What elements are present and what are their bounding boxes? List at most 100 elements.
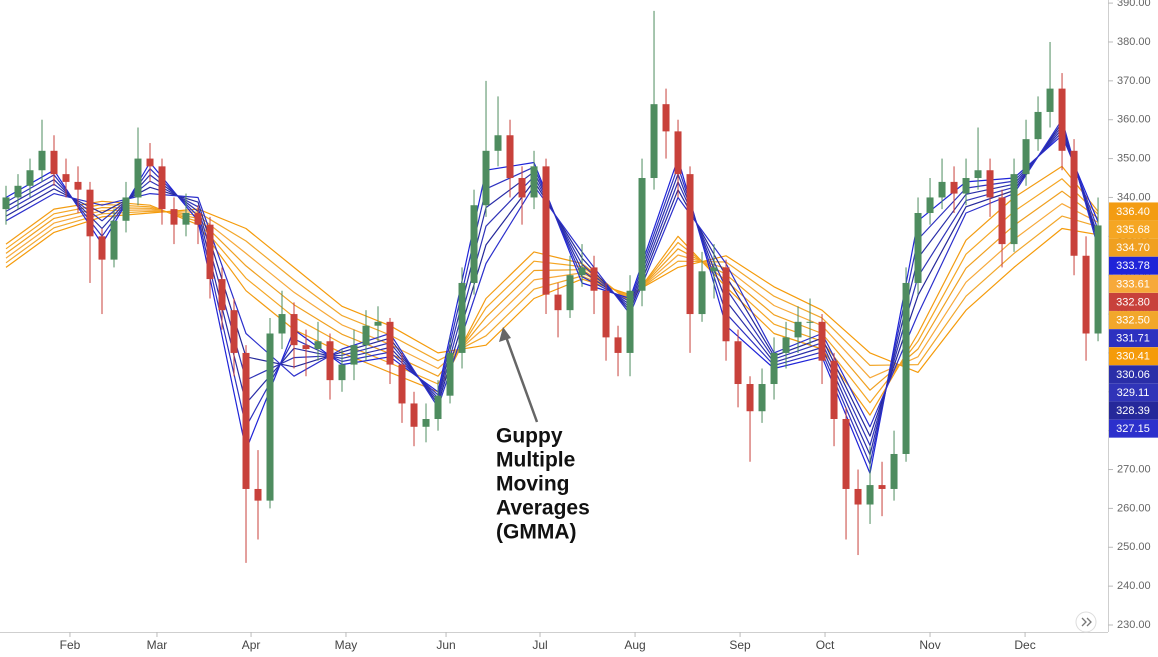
x-tick-label: Apr — [242, 638, 261, 652]
price-label: 335.68 — [1116, 224, 1150, 236]
candle-body — [350, 345, 358, 365]
candle-body — [974, 170, 982, 179]
candle-body — [338, 364, 346, 381]
candle-body — [86, 189, 94, 237]
candle-body — [362, 325, 370, 346]
price-label-box — [1109, 347, 1158, 366]
price-label-box — [1109, 238, 1158, 257]
candle-body — [698, 271, 706, 315]
candle-body — [482, 150, 490, 206]
candle-body — [2, 197, 10, 210]
y-tick-label: 340.00 — [1117, 191, 1151, 203]
candle-body — [506, 135, 514, 179]
candle-body — [662, 104, 670, 132]
y-tick-label: 250.00 — [1117, 541, 1151, 553]
candle-body — [878, 485, 886, 489]
x-tick-label: May — [335, 638, 358, 652]
candle-body — [1082, 255, 1090, 334]
x-tick-label: Oct — [816, 638, 835, 652]
candle-body — [950, 181, 958, 194]
candle-body — [962, 178, 970, 194]
candle-body — [1022, 139, 1030, 175]
y-tick-label: 270.00 — [1117, 463, 1151, 475]
y-tick-label: 240.00 — [1117, 580, 1151, 592]
price-label: 329.11 — [1117, 387, 1150, 399]
price-label: 331.71 — [1116, 333, 1150, 345]
y-tick-label: 390.00 — [1117, 0, 1151, 9]
price-label: 332.50 — [1116, 314, 1150, 326]
candle-body — [314, 341, 322, 350]
candle-body — [254, 488, 262, 501]
candle-body — [446, 352, 454, 396]
candle-body — [794, 321, 802, 338]
candle-body — [398, 364, 406, 404]
scroll-icon[interactable] — [1081, 617, 1092, 627]
candle-body — [1010, 174, 1018, 245]
candle-body — [770, 352, 778, 385]
candle-body — [98, 236, 106, 260]
annotation-arrowhead — [499, 327, 511, 342]
candle-body — [110, 220, 118, 260]
candle-body — [26, 170, 34, 186]
price-label: 333.78 — [1116, 260, 1150, 272]
scroll-button[interactable] — [1075, 611, 1097, 633]
candle-body — [1034, 111, 1042, 140]
candle-body — [530, 166, 538, 198]
price-label-box — [1109, 401, 1158, 420]
candle-body — [470, 205, 478, 283]
candle-body — [818, 321, 826, 361]
candle-body — [50, 150, 58, 175]
price-label: 328.39 — [1116, 405, 1150, 417]
candle-body — [902, 282, 910, 454]
candle-body — [842, 419, 850, 489]
candle-body — [578, 267, 586, 276]
x-tick-label: Sep — [729, 638, 751, 652]
candle-body — [278, 314, 286, 334]
candle-body — [650, 104, 658, 179]
candle-body — [194, 212, 202, 225]
candle-body — [410, 403, 418, 427]
price-label-box — [1109, 292, 1158, 311]
annotation-line: Moving — [496, 473, 570, 496]
moving-average-line — [5, 210, 1099, 366]
price-label: 330.41 — [1116, 351, 1150, 363]
candle-body — [782, 337, 790, 353]
candle-body — [710, 267, 718, 272]
candle-body — [914, 212, 922, 283]
candle-body — [38, 150, 46, 171]
price-label-box — [1109, 274, 1158, 293]
candle-body — [806, 321, 814, 323]
candle-body — [434, 395, 442, 420]
candle-body — [554, 294, 562, 311]
candle-body — [626, 290, 634, 353]
annotation-line: (GMMA) — [496, 521, 576, 544]
price-label: 333.61 — [1116, 278, 1150, 290]
candle-body — [158, 166, 166, 210]
price-label-box — [1109, 329, 1158, 348]
candle-body — [830, 360, 838, 420]
candle-body — [290, 314, 298, 346]
candle-body — [938, 181, 946, 198]
candle-body — [374, 321, 382, 326]
x-tick-label: Jun — [436, 638, 455, 652]
annotation-arrow — [503, 333, 539, 423]
annotation-line: Averages — [496, 497, 590, 520]
price-label: 336.40 — [1116, 206, 1150, 218]
candle-body — [1046, 88, 1054, 112]
y-tick-label: 370.00 — [1117, 75, 1151, 87]
price-label: 334.70 — [1116, 242, 1150, 254]
candle-body — [998, 197, 1006, 245]
candle-body — [206, 224, 214, 280]
candle-body — [674, 131, 682, 175]
annotation-line: Guppy — [496, 425, 563, 448]
candle-body — [458, 282, 466, 353]
x-tick-label: Dec — [1014, 638, 1035, 652]
candles — [2, 10, 1102, 563]
candle-body — [746, 384, 754, 412]
price-label-box — [1109, 256, 1158, 275]
